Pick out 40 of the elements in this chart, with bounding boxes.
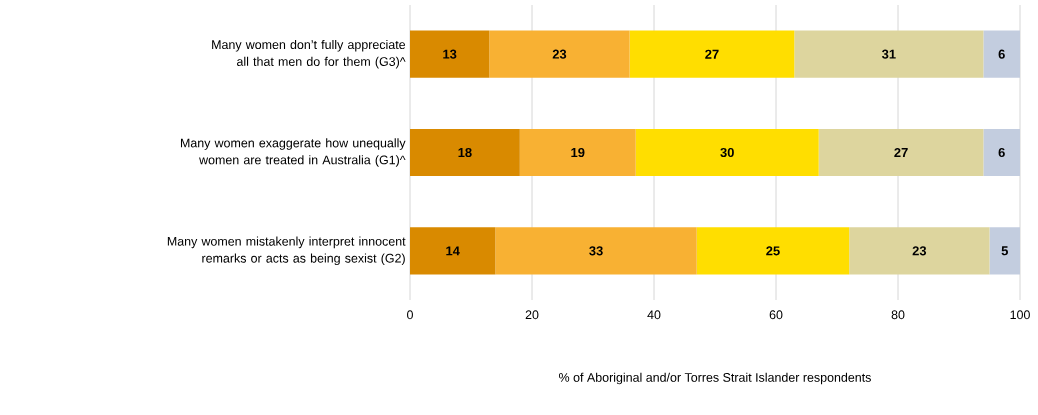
bar	[983, 128, 1021, 177]
data-label: 27	[705, 49, 719, 59]
bar	[495, 227, 697, 275]
y-tick-label: Many women don’t fully appreciate all that men do for them (G3)^	[212, 39, 406, 69]
bar	[410, 30, 490, 78]
data-label: 19	[571, 147, 585, 158]
bar	[519, 128, 636, 177]
data-label: 31	[881, 49, 896, 59]
bar	[794, 30, 984, 78]
bar	[818, 128, 984, 177]
x-axis-title: % of Aboriginal and/or Torres Strait Islander respondents	[559, 372, 871, 385]
bar	[410, 128, 520, 177]
data-label: 6	[998, 147, 1005, 158]
data-label: 23	[552, 49, 567, 59]
bar	[983, 30, 1021, 78]
data-label: 33	[589, 246, 603, 256]
x-tick-label: 40	[647, 310, 661, 320]
bar	[489, 30, 630, 78]
data-label: 18	[458, 147, 472, 158]
x-tick-label: 100	[1010, 310, 1030, 320]
bar	[696, 227, 850, 275]
bar	[410, 227, 496, 275]
x-tick-label: 20	[525, 310, 539, 320]
y-tick-label: Many women exaggerate how unequally women are treated in Australia (G1)^	[180, 138, 406, 167]
data-label: 27	[894, 147, 908, 158]
x-tick-label: 0	[407, 310, 413, 320]
bar	[635, 128, 819, 177]
y-tick-label: Many women mistakenly interpret innocent remarks or acts as being sexist (G2)	[167, 236, 406, 266]
data-label: 23	[912, 246, 927, 256]
bar	[849, 227, 990, 275]
data-label: 25	[766, 246, 780, 256]
bar	[989, 227, 1021, 275]
data-label: 14	[446, 246, 460, 256]
x-tick-label: 60	[769, 310, 783, 320]
data-label: 13	[443, 49, 457, 59]
data-label: 5	[1001, 246, 1008, 256]
data-label: 30	[720, 147, 734, 158]
x-tick-label: 80	[891, 310, 905, 320]
bar	[629, 30, 795, 78]
data-label: 6	[998, 49, 1005, 59]
